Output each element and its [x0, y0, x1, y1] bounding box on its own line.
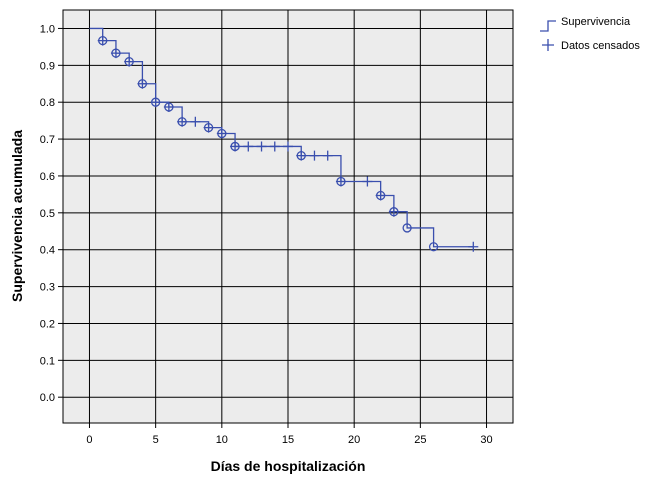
x-tick-label: 0	[86, 434, 92, 446]
legend-plus-symbol	[542, 39, 554, 51]
y-axis-title: Supervivencia acumulada	[9, 130, 25, 302]
y-tick-label: 0.3	[40, 282, 55, 294]
x-axis-title: Días de hospitalización	[211, 458, 366, 474]
censored-marker	[230, 141, 241, 152]
event-marker	[402, 223, 412, 233]
censored-marker	[97, 35, 108, 46]
y-tick-label: 0.0	[40, 392, 55, 404]
censored-marker	[468, 241, 479, 252]
censored-marker	[269, 141, 280, 152]
censored-marker	[124, 56, 135, 67]
censored-marker	[163, 101, 174, 112]
legend: Supervivencia Datos censados	[540, 16, 640, 52]
event-marker	[428, 242, 439, 252]
y-tick-label: 0.1	[40, 355, 55, 367]
y-tick-label: 0.5	[40, 208, 55, 220]
censored-marker	[283, 141, 293, 152]
legend-label-censored: Datos censados	[561, 40, 640, 52]
x-tick-label: 25	[414, 434, 426, 446]
censored-marker	[190, 116, 201, 127]
censored-marker	[362, 176, 373, 187]
censored-marker	[309, 150, 320, 161]
y-tick-label: 0.2	[40, 318, 55, 330]
censored-marker	[296, 150, 307, 161]
grid	[63, 10, 513, 423]
censored-marker	[137, 78, 148, 89]
censored-marker	[322, 150, 333, 161]
y-tick-label: 0.4	[40, 245, 55, 257]
y-tick-label: 0.7	[40, 134, 55, 146]
y-tick-label: 0.6	[40, 171, 55, 183]
x-tick-label: 10	[216, 434, 228, 446]
x-tick-label: 30	[480, 434, 492, 446]
x-tick-label: 15	[282, 434, 294, 446]
censored-marker	[177, 116, 188, 127]
censored-marker	[243, 141, 254, 152]
x-axis-ticks: 0 5 10 15 20 25 30	[86, 423, 493, 446]
censored-marker	[150, 97, 161, 108]
censored-marker	[388, 206, 399, 217]
censored-marker	[110, 48, 121, 59]
x-tick-label: 20	[348, 434, 360, 446]
y-axis-ticks: 0.0 0.1 0.2 0.3 0.4 0.5 0.6 0.7 0.8 0.9 1.0	[40, 23, 63, 404]
censored-marker	[375, 190, 386, 201]
series-layer	[89, 27, 479, 252]
x-tick-label: 5	[153, 434, 159, 446]
censored-marker	[335, 176, 346, 187]
censored-marker	[256, 141, 267, 152]
y-tick-label: 0.8	[40, 97, 55, 109]
censored-marker	[203, 122, 214, 133]
y-tick-label: 1.0	[40, 23, 55, 35]
censored-marker	[216, 128, 227, 139]
y-tick-label: 0.9	[40, 60, 55, 72]
legend-step-symbol	[540, 20, 556, 32]
legend-label-survival: Supervivencia	[561, 16, 631, 28]
